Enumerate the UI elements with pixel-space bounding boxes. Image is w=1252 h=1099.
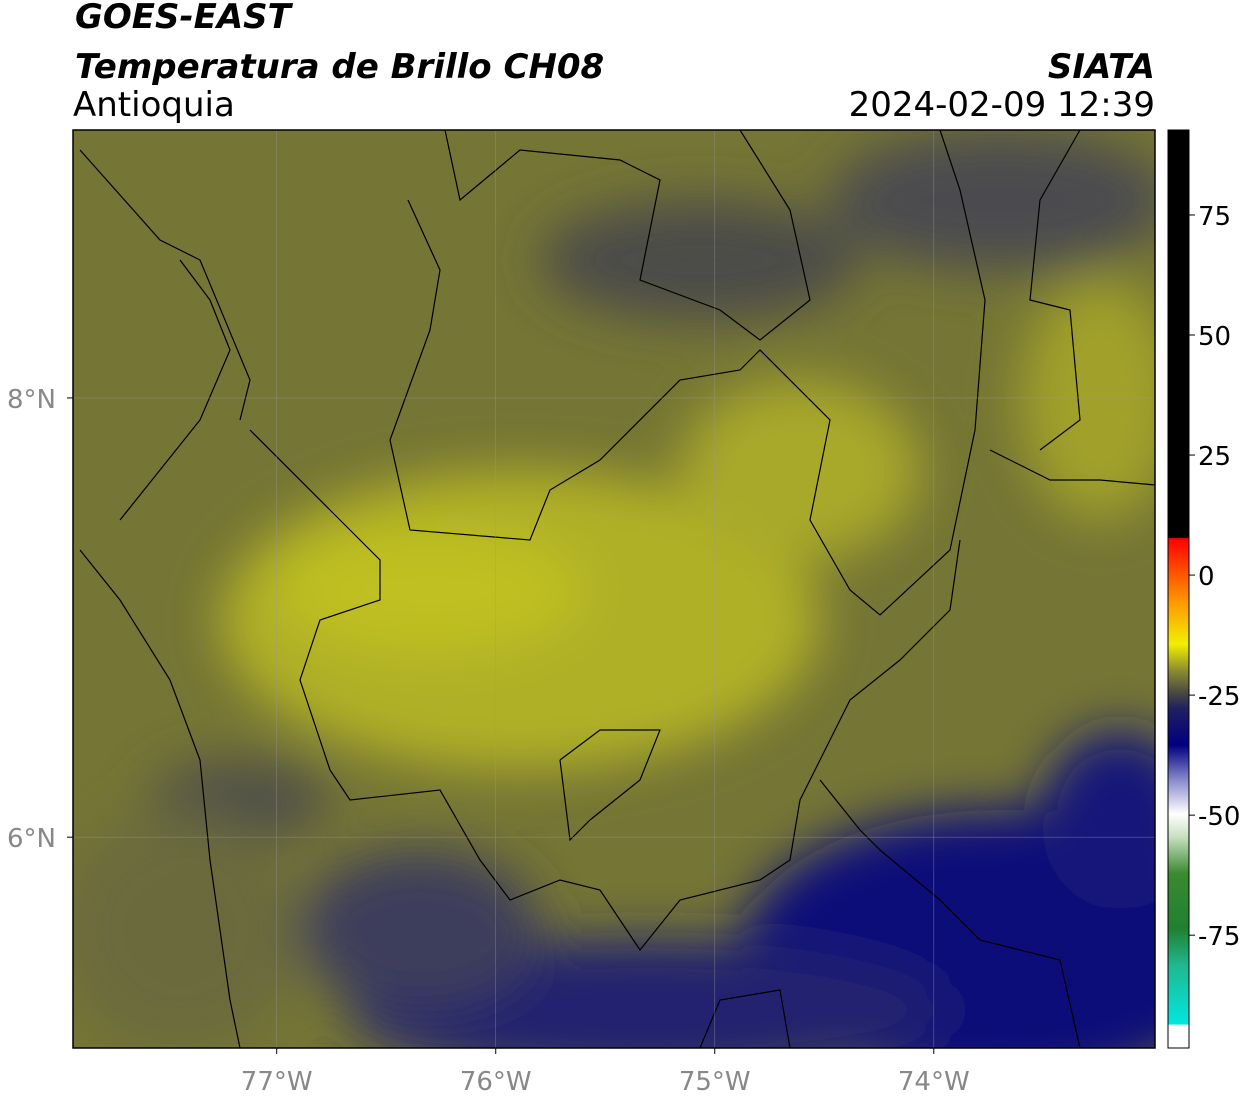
y-tick-label: 8°N [7,385,56,415]
x-tick-label: 74°W [898,1067,970,1097]
colorbar-tick-label: 50 [1198,322,1231,352]
source: SIATA [1048,47,1155,87]
colorbar-tick-label: -25 [1198,682,1240,712]
region: Antioquia [73,85,235,125]
colorbar-tick-label: 75 [1198,202,1231,232]
x-tick-label: 77°W [241,1067,313,1097]
title: GOES-EAST [75,0,294,37]
x-tick-label: 76°W [460,1067,532,1097]
map-frame [72,129,1156,1049]
satellite-image [73,130,1155,1048]
colorbar-tick-label: 25 [1198,442,1231,472]
subtitle: Temperatura de Brillo CH08 [75,47,604,87]
colorbar-ticks: 75 50 25 0 -25 -50 -75 [1189,202,1240,952]
colorbar-tick-label: -50 [1198,802,1240,832]
colorbar [1167,129,1190,1049]
x-tick-label: 75°W [679,1067,751,1097]
colorbar-tick-label: -75 [1198,922,1240,952]
colorbar-tick-label: 0 [1198,562,1215,592]
grid: 77°W 76°W 75°W 74°W 8°N 6°N [7,130,1155,1097]
borders [79,130,1155,1048]
y-tick-label: 6°N [7,824,56,854]
datetime: 2024-02-09 12:39 [849,85,1155,125]
